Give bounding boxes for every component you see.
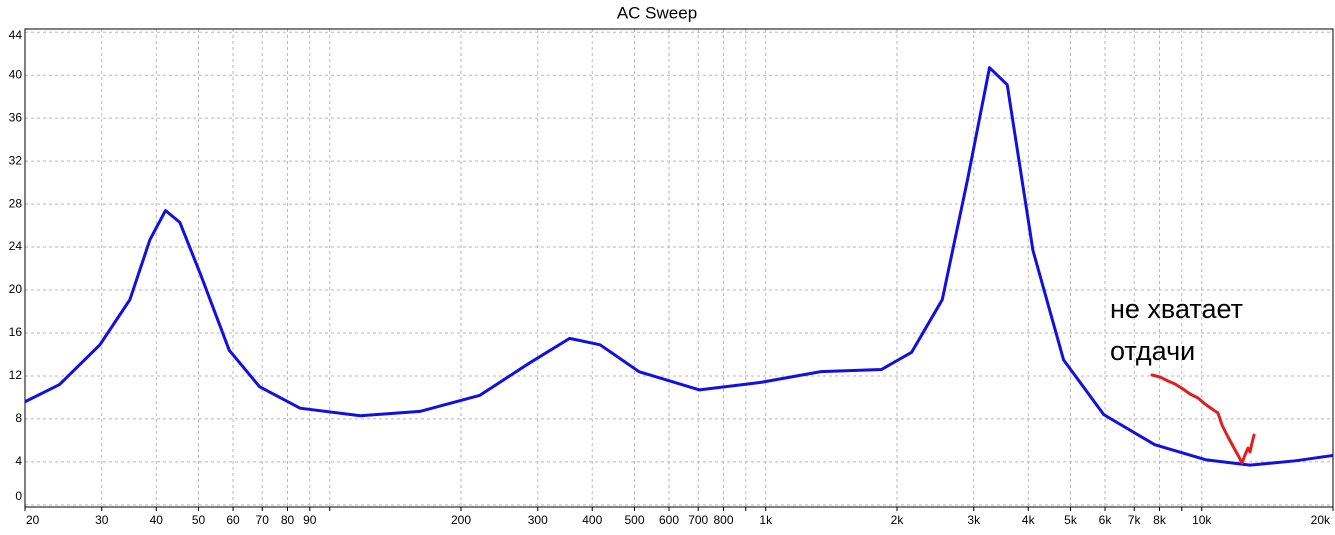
x-tick-label: 70	[256, 513, 270, 527]
x-tick-label: 300	[528, 513, 548, 527]
x-tick-label: 500	[624, 513, 644, 527]
y-tick-label: 32	[9, 153, 23, 167]
annotation-stroke	[1150, 373, 1256, 465]
annotation-text: отдачи	[1110, 336, 1195, 366]
chart-title: AC Sweep	[617, 3, 697, 22]
x-tick-label: 2k	[891, 513, 905, 527]
x-tick-label: 4k	[1022, 513, 1036, 527]
x-tick-label: 200	[451, 513, 471, 527]
x-tick-label: 60	[226, 513, 240, 527]
y-tick-label: 16	[9, 325, 23, 339]
x-tick-label: 6k	[1099, 513, 1113, 527]
x-tick-label: 8k	[1153, 513, 1167, 527]
y-tick-label: 0	[15, 489, 22, 503]
x-tick-label: 20k	[1311, 513, 1331, 527]
x-tick-label: 600	[659, 513, 679, 527]
x-tick-label: 90	[303, 513, 317, 527]
x-tick-label: 80	[281, 513, 295, 527]
plot-frame	[24, 28, 1334, 508]
y-tick-label: 4	[15, 454, 22, 468]
y-tick-label: 40	[9, 67, 23, 81]
x-tick-label: 800	[713, 513, 733, 527]
x-tick-label: 50	[192, 513, 206, 527]
x-tick-label: 700	[688, 513, 708, 527]
x-tick-label: 400	[582, 513, 602, 527]
x-tick-label: 1k	[759, 513, 773, 527]
x-tick-label: 30	[95, 513, 109, 527]
y-tick-label: 12	[9, 368, 23, 382]
y-tick-label: 24	[9, 239, 23, 253]
x-tick-label: 7k	[1128, 513, 1142, 527]
y-tick-label: 8	[15, 411, 22, 425]
y-tick-label: 36	[9, 110, 23, 124]
y-tick-label: 44	[9, 28, 23, 42]
annotation-text: не хватает	[1110, 294, 1243, 324]
x-tick-label: 20	[26, 513, 40, 527]
y-tick-label: 28	[9, 196, 23, 210]
x-tick-label: 40	[150, 513, 164, 527]
x-tick-label: 5k	[1064, 513, 1078, 527]
x-tick-label: 10k	[1192, 513, 1212, 527]
y-tick-label: 20	[9, 282, 23, 296]
line-series	[24, 66, 1334, 467]
x-tick-label: 3k	[967, 513, 981, 527]
